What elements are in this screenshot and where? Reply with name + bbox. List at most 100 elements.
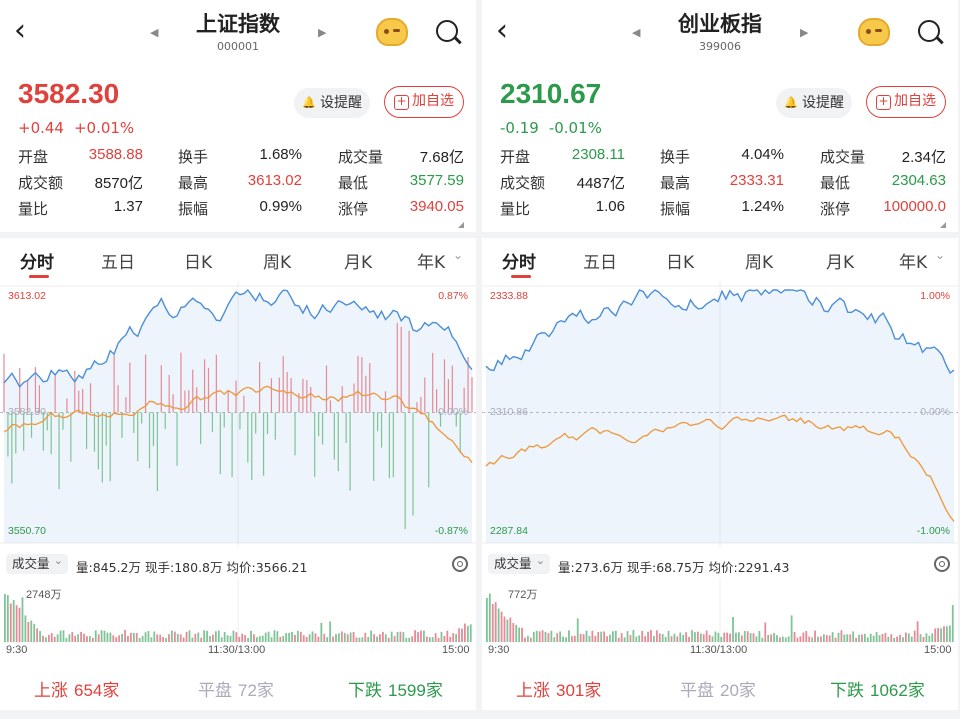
- volume-bar: [603, 631, 605, 642]
- volume-bar: [440, 631, 443, 642]
- add-watchlist-button[interactable]: 加自选: [384, 86, 464, 118]
- volume-bar: [623, 637, 626, 642]
- volume-bar: [74, 635, 77, 642]
- volume-bar: [30, 620, 33, 642]
- tab-monthly-k[interactable]: 月K: [344, 253, 373, 273]
- stat-label: 振幅: [660, 200, 691, 218]
- volume-bar: [179, 634, 182, 642]
- stat-label: 开盘: [18, 148, 49, 166]
- volume-bar: [425, 636, 428, 642]
- volume-bar: [124, 630, 126, 642]
- next-index-icon[interactable]: ▶: [318, 26, 327, 39]
- volume-bar: [144, 632, 147, 642]
- volume-bar: [714, 631, 717, 642]
- avg-price-line: [485, 414, 955, 522]
- volume-bar: [112, 635, 115, 642]
- volume-bar: [491, 604, 494, 642]
- volume-bar: [837, 632, 840, 642]
- add-watchlist-label: 加自选: [412, 93, 454, 109]
- stat-label: 振幅: [178, 200, 209, 218]
- set-alert-button[interactable]: 设提醒: [294, 88, 370, 118]
- tab-intraday[interactable]: 分时: [20, 253, 54, 273]
- set-alert-button[interactable]: 设提醒: [776, 88, 852, 118]
- settings-gear-icon[interactable]: [934, 556, 950, 572]
- volume-bar: [88, 636, 91, 642]
- volume-max-label: 2748万: [26, 589, 62, 601]
- intraday-chart[interactable]: [0, 282, 476, 547]
- volume-bar: [544, 631, 547, 642]
- prev-index-icon[interactable]: ◀: [150, 26, 159, 39]
- volume-bar: [56, 634, 59, 642]
- volume-bar: [6, 595, 9, 642]
- volume-bar: [83, 633, 85, 642]
- volume-bar: [717, 632, 720, 642]
- volume-bar: [340, 631, 343, 642]
- tab-weekly-k[interactable]: 周K: [263, 253, 292, 273]
- tab-monthly-k[interactable]: 月K: [826, 253, 855, 273]
- volume-bar: [500, 611, 503, 642]
- mascot-icon[interactable]: [376, 18, 408, 46]
- volume-bar: [884, 632, 887, 642]
- dropdown-icon[interactable]: ⌄: [935, 248, 946, 262]
- volume-bar: [694, 632, 696, 642]
- volume-bar: [176, 634, 179, 642]
- stat-label: 成交量: [820, 148, 866, 166]
- change-percent: +0.01%: [73, 119, 135, 137]
- stats-row: 量比 1.06 振幅 1.24% 涨停 100000.0: [500, 198, 946, 224]
- search-icon[interactable]: [436, 20, 458, 42]
- tab-yearly-k[interactable]: 年K: [899, 253, 928, 273]
- volume-bar: [326, 637, 329, 642]
- volume-bar: [86, 636, 88, 642]
- back-arrow-icon[interactable]: ‹: [496, 13, 508, 48]
- tab-five-day[interactable]: 五日: [583, 253, 617, 273]
- back-arrow-icon[interactable]: ‹: [14, 13, 26, 48]
- volume-bar: [434, 633, 437, 642]
- prev-index-icon[interactable]: ◀: [632, 26, 641, 39]
- volume-bar: [279, 636, 282, 642]
- tab-daily-k[interactable]: 日K: [666, 253, 695, 273]
- tab-intraday[interactable]: 分时: [502, 253, 536, 273]
- volume-chart[interactable]: [0, 578, 476, 644]
- mascot-icon[interactable]: [858, 18, 890, 46]
- dropdown-icon[interactable]: ⌄: [453, 248, 464, 262]
- search-icon[interactable]: [918, 20, 940, 42]
- breadth-down: 下跌 1599家: [348, 676, 443, 701]
- price-change: -0.19 -0.01%: [500, 119, 612, 137]
- volume-indicator-select[interactable]: 成交量: [488, 551, 550, 574]
- volume-bar: [852, 631, 855, 642]
- axis-label: 3613.02: [8, 290, 46, 302]
- volume-indicator-select[interactable]: 成交量: [6, 551, 68, 574]
- volume-bar: [103, 630, 106, 642]
- volume-bar: [253, 634, 255, 642]
- add-watchlist-button[interactable]: 加自选: [866, 86, 946, 118]
- expand-corner-icon[interactable]: [940, 222, 946, 228]
- tab-yearly-k[interactable]: 年K: [417, 253, 446, 273]
- tab-five-day[interactable]: 五日: [101, 253, 135, 273]
- volume-chart[interactable]: [482, 578, 958, 644]
- stat-label: 开盘: [500, 148, 531, 166]
- volume-bar: [127, 636, 129, 642]
- tab-weekly-k[interactable]: 周K: [745, 253, 774, 273]
- volume-bar: [699, 633, 702, 642]
- volume-bar: [258, 636, 261, 642]
- volume-bar: [755, 636, 758, 642]
- volume-bar: [291, 631, 293, 642]
- volume-bar: [822, 634, 825, 642]
- volume-bar: [814, 630, 816, 642]
- stat-label: 涨停: [820, 200, 851, 218]
- volume-bar: [276, 631, 279, 642]
- time-label: 9:30: [488, 644, 510, 656]
- volume-bar: [579, 633, 582, 642]
- tab-daily-k[interactable]: 日K: [184, 253, 213, 273]
- volume-bar: [294, 635, 296, 642]
- volume-bar: [705, 630, 708, 642]
- volume-bar: [594, 635, 597, 642]
- expand-corner-icon[interactable]: [458, 222, 464, 228]
- volume-bar: [390, 631, 393, 642]
- volume-bar: [135, 633, 138, 642]
- settings-gear-icon[interactable]: [452, 556, 468, 572]
- intraday-chart[interactable]: [482, 282, 958, 547]
- volume-bar: [206, 630, 208, 642]
- volume-bar: [77, 634, 80, 642]
- next-index-icon[interactable]: ▶: [800, 26, 809, 39]
